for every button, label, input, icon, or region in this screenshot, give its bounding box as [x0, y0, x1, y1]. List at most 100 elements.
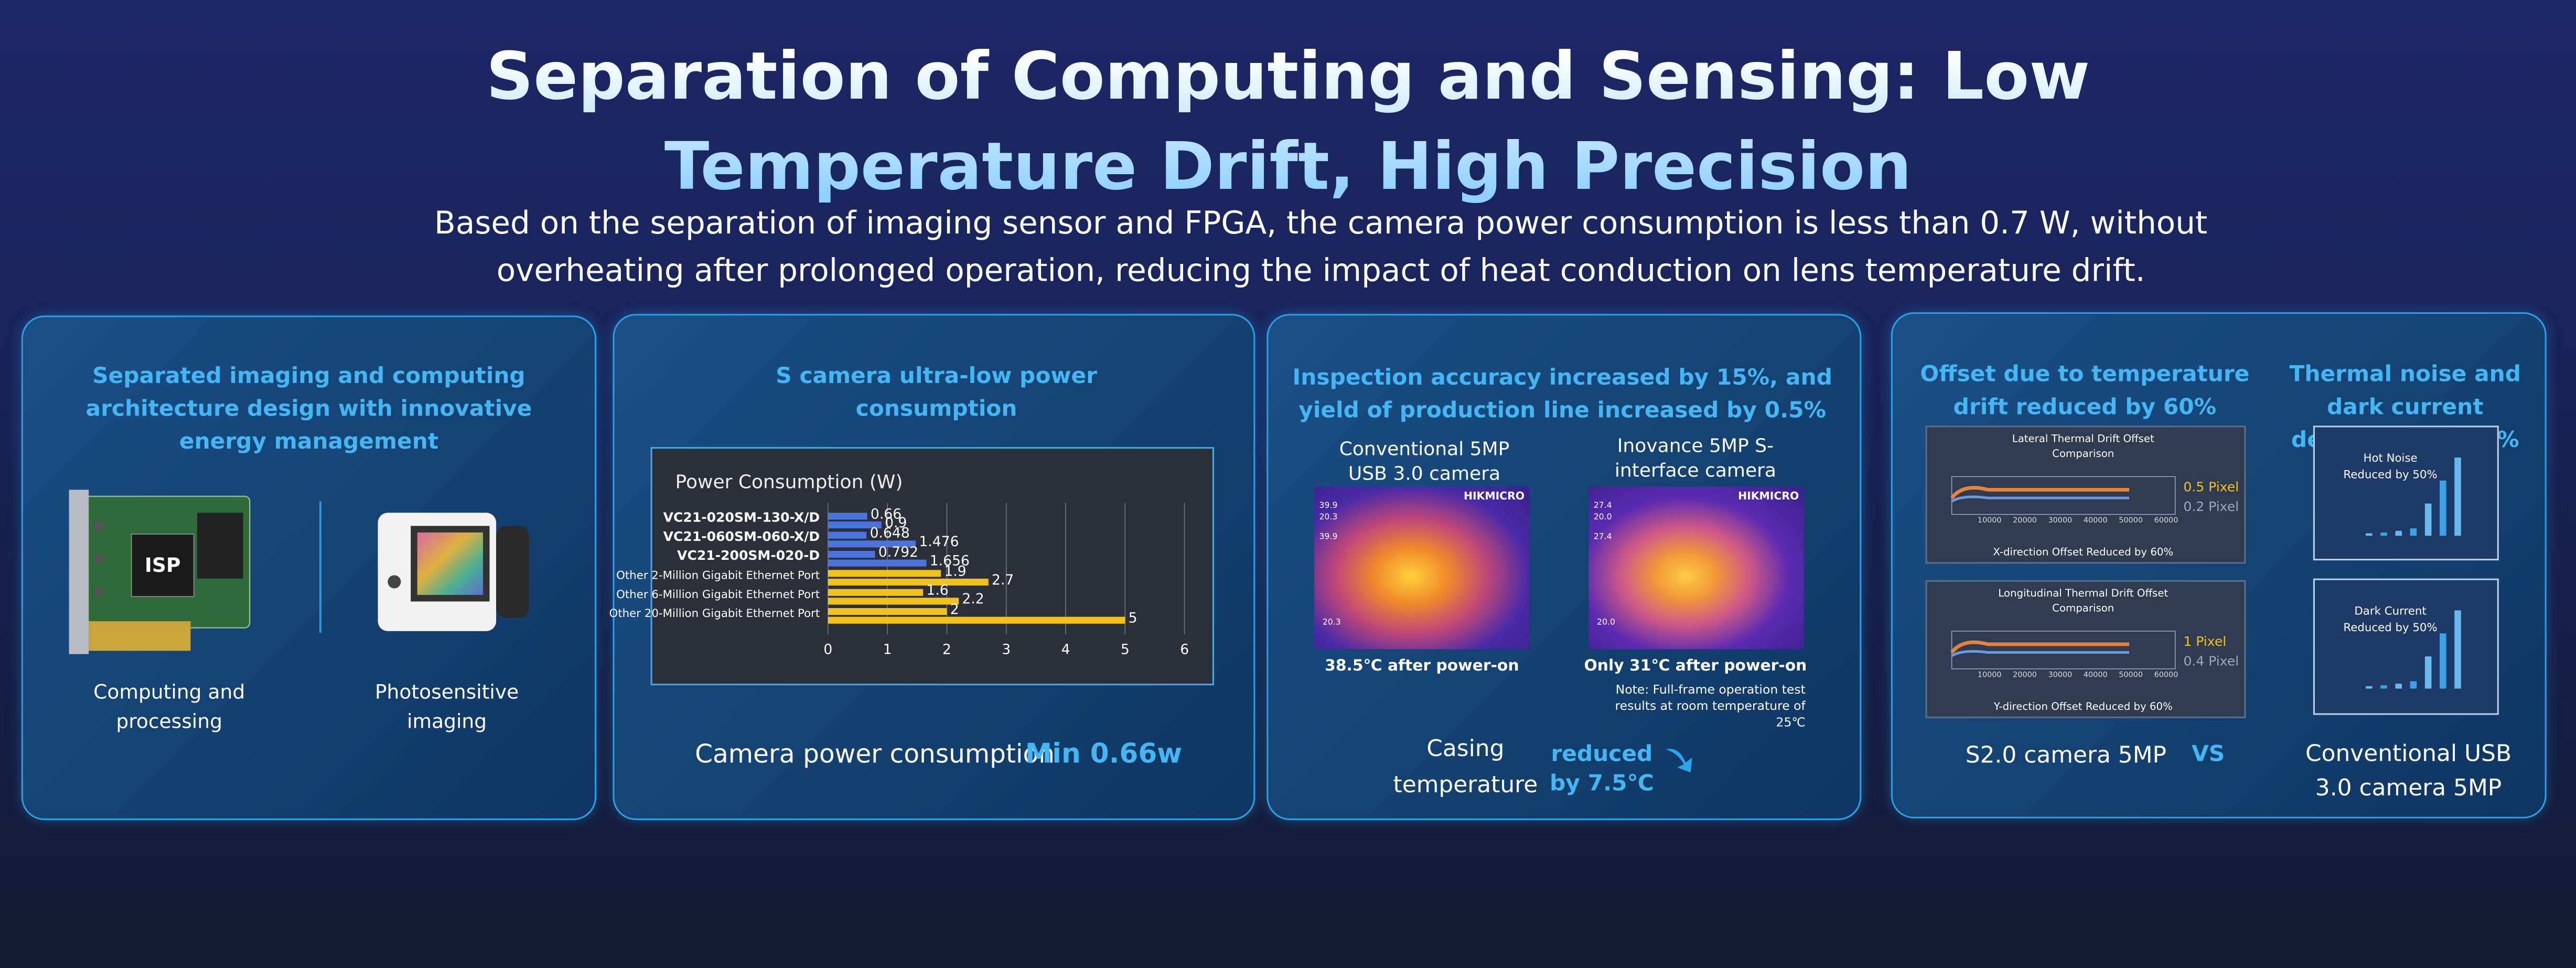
drift-chart	[1925, 426, 2246, 564]
highlight: Min 0.66w	[1025, 738, 1183, 769]
noise-title: Hot Noise Reduced by 50%	[2343, 452, 2438, 482]
value-label: 2.2	[962, 591, 984, 607]
bar	[828, 589, 924, 596]
value-label: 1.6	[926, 582, 948, 599]
mini-bar	[2395, 530, 2402, 536]
x-tick-label: 5	[1121, 642, 1130, 658]
x-tick-label: 0	[823, 642, 832, 658]
card	[1891, 312, 2547, 818]
x-tick-label: 2	[942, 642, 951, 658]
mini-bar	[2410, 528, 2417, 536]
mini-tick: 50000	[2119, 516, 2143, 525]
max-reading: 39.9	[1319, 501, 1338, 512]
category-label: VC21-020SM-130-X/D	[663, 510, 820, 525]
camera-label: S2.0 camera 5MP	[1965, 742, 2167, 769]
noise-chart	[2313, 426, 2499, 561]
value-label: 0.792	[878, 544, 918, 560]
chart-title: Power Consumption (W)	[675, 471, 903, 493]
mini-tick: 40000	[2084, 516, 2108, 525]
scale-top: 39.9	[1319, 532, 1338, 542]
casing-label: Casing temperature	[1393, 736, 1538, 799]
reduction: reduced by 7.5℃	[1550, 741, 1654, 797]
plot-frame	[1951, 631, 2176, 669]
legend-entry: 1 Pixel	[2183, 634, 2226, 649]
bar	[828, 608, 947, 615]
mini-tick: 30000	[2048, 516, 2073, 525]
thermal-image: HIKMICRO 27.4 27.4 20.0 20.0	[1588, 486, 1804, 650]
bar	[828, 616, 1125, 624]
mini-title-box: Longitudinal Thermal Drift Offset Compar…	[1998, 588, 2168, 614]
legend-entry: 0.2 Pixel	[2183, 499, 2239, 514]
mini-tick: 60000	[2154, 516, 2178, 525]
scale-bottom: 20.3	[1322, 618, 1341, 628]
down-arrow	[1666, 749, 1692, 773]
noise-title-box: Dark Current Reduced by 50%	[2343, 604, 2438, 635]
mini-tick: 40000	[2084, 671, 2108, 679]
card-heading: Inspection accuracy increased by 15%, an…	[1292, 365, 1832, 424]
title: Separation of Computing and Sensing: Low…	[329, 33, 2248, 214]
noise-title-box: Hot Noise Reduced by 50%	[2343, 452, 2438, 482]
min-reading: 20.0	[1593, 513, 1612, 523]
mini-bar	[2440, 633, 2446, 689]
note: Note: Full-frame operation test results …	[1615, 682, 1806, 730]
category-label: Other 20-Million Gigabit Ethernet Port	[609, 607, 820, 620]
brand: HIKMICRO	[1738, 490, 1799, 503]
mini-bar	[2424, 503, 2432, 536]
mini-bar	[2454, 610, 2461, 689]
image-label: Conventional 5MP USB 3.0 camera	[1339, 437, 1510, 485]
category-label: Other 6-Million Gigabit Ethernet Port	[616, 588, 820, 601]
scale-top: 27.4	[1593, 532, 1612, 542]
drift-line	[1951, 650, 2129, 657]
value-label: 1.476	[919, 534, 959, 550]
bar	[828, 531, 867, 539]
legend-entry: 0.4 Pixel	[2183, 654, 2239, 669]
card-heading: Separated imaging and computing architec…	[85, 363, 532, 455]
mini-tick: 50000	[2119, 671, 2143, 679]
value-label: 1.9	[944, 563, 966, 579]
legend-entry: 0.5 Pixel	[2183, 480, 2239, 495]
mini-bar	[2454, 458, 2461, 536]
item-label: Computing and processing	[93, 680, 245, 733]
noise-chart	[2313, 578, 2499, 715]
bar	[828, 578, 989, 586]
value-label: 2	[950, 601, 959, 618]
x-tick-label: 3	[1002, 642, 1011, 658]
result: Only 31℃ after power-on	[1584, 657, 1807, 676]
bar	[828, 570, 941, 577]
brand: HIKMICRO	[1463, 490, 1525, 503]
noise-title: Dark Current Reduced by 50%	[2343, 604, 2438, 635]
hardware-illustration: ISP	[69, 490, 529, 654]
mini-tick: 10000	[1978, 671, 2002, 679]
mini-tick: 20000	[2013, 671, 2037, 679]
camera-label: Conventional USB 3.0 camera 5MP	[2305, 741, 2512, 802]
mini-title-box: Lateral Thermal Drift Offset Comparison	[2012, 433, 2154, 461]
mini-bar	[2366, 686, 2373, 689]
value-label: 0.9	[885, 515, 907, 531]
value-label: 1.656	[930, 553, 970, 569]
vs-label: VS	[2192, 741, 2225, 768]
chip-label: ISP	[145, 554, 181, 577]
bar	[828, 550, 875, 558]
card-heading: Offset due to temperature drift reduced …	[1920, 361, 2250, 421]
category-label: VC21-060SM-060-X/D	[663, 529, 820, 544]
bar	[828, 540, 916, 548]
category-label: VC21-200SM-020-D	[677, 548, 820, 563]
drift-line	[1951, 495, 2129, 503]
value-label: 2.7	[992, 572, 1014, 588]
mini-bar	[2410, 681, 2417, 689]
x-tick-label: 1	[883, 642, 892, 658]
mini-bar	[2380, 532, 2387, 536]
drift-line	[1950, 486, 2129, 499]
bar	[828, 559, 927, 567]
mini-tick: 10000	[1978, 516, 2002, 525]
x-tick-label: 4	[1061, 642, 1070, 658]
mini-tick: 20000	[2013, 516, 2037, 525]
mini-tick: 30000	[2048, 671, 2073, 679]
caption: Camera power consumption	[695, 739, 1055, 769]
bar	[828, 513, 867, 520]
mini-title: Lateral Thermal Drift Offset Comparison	[2012, 433, 2154, 461]
value-label: 0.648	[870, 525, 910, 541]
